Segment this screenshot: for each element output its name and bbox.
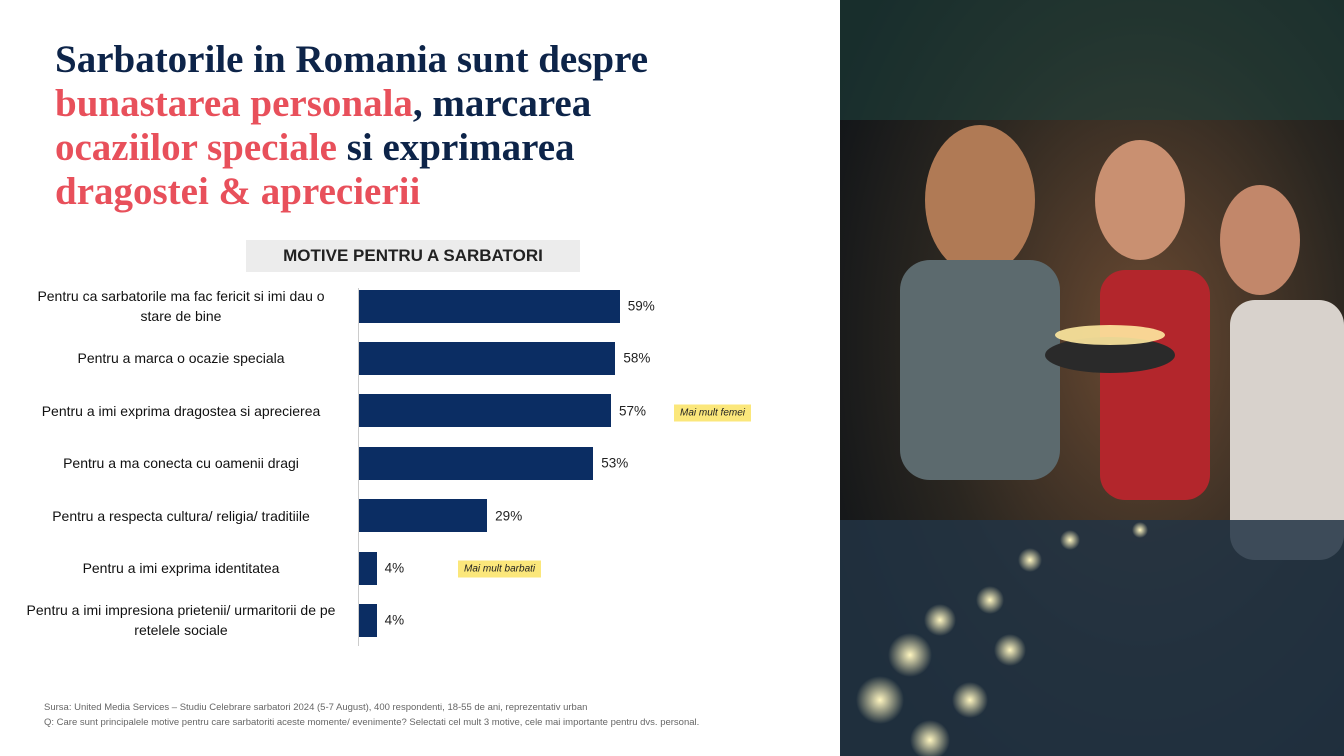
category-label: Pentru a imi exprima dragostea si apreci… [41, 402, 321, 419]
bar [359, 603, 377, 637]
bar [359, 446, 594, 480]
party-photo [840, 0, 1344, 756]
bar [359, 394, 611, 428]
category-label: Pentru a ma conecta cu oamenii dragi [63, 455, 299, 472]
bar [359, 289, 620, 323]
category-label: Pentru ca sarbatorile ma fac fericit si … [37, 288, 325, 324]
axis-line [358, 288, 359, 646]
value-label: 53% [601, 455, 629, 471]
title-part: bunastarea personala [55, 82, 413, 125]
bar [359, 551, 377, 585]
annotation: Mai mult femei [674, 404, 752, 422]
slide-title: Sarbatorile in Romania sunt despre bunast… [55, 38, 815, 214]
bar [359, 341, 616, 375]
value-label: 59% [627, 298, 655, 314]
value-label: 4% [384, 560, 405, 576]
source-note: Sursa: United Media Services – Studiu Ce… [44, 702, 588, 713]
category-label: Pentru a imi impresiona prietenii/ urmar… [26, 602, 336, 639]
title-part: si exprimarea [336, 126, 575, 169]
title-part: Sarbatorile in Romania sunt despre [55, 38, 648, 81]
title-part: , marcarea [412, 82, 592, 125]
chart-title: MOTIVE PENTRU A SARBATORI [246, 240, 580, 272]
title-part: ocaziilor speciale [55, 126, 337, 169]
value-label: 29% [495, 508, 523, 524]
category-label: Pentru a imi exprima identitatea [82, 560, 280, 576]
question-note: Q: Care sunt principalele motive pentru … [44, 717, 700, 728]
title-part: dragostei & aprecierii [55, 170, 421, 213]
value-label: 58% [623, 350, 651, 366]
category-label: Pentru a marca o ocazie speciala [77, 350, 285, 367]
value-label: 57% [618, 403, 646, 419]
value-label: 4% [384, 612, 405, 628]
bar [359, 499, 488, 533]
annotation: Mai mult barbati [458, 560, 542, 578]
category-label: Pentru a respecta cultura/ religia/ trad… [52, 507, 310, 524]
